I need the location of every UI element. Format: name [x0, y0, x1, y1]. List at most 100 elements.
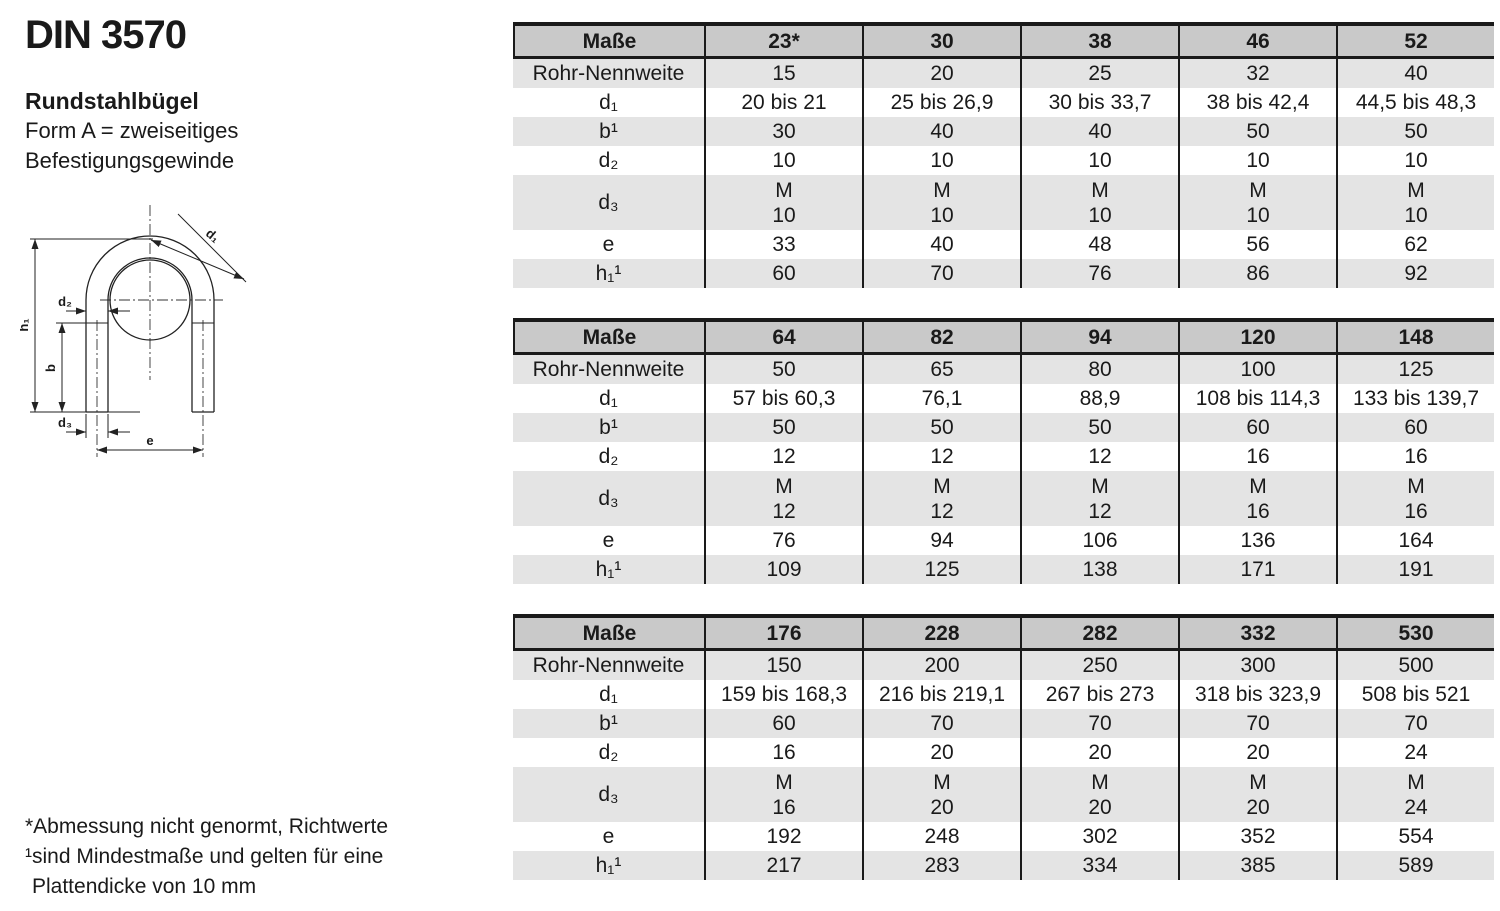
dimension-table-3: Maße 176 228 282 332 530 Rohr-Nennweite 150 200 2… — [513, 614, 1494, 880]
cell: 589 — [1336, 851, 1494, 880]
cell: 70 — [1336, 709, 1494, 738]
cell: 100 — [1178, 355, 1336, 384]
cell: 133 bis 139,7 — [1336, 384, 1494, 413]
footnote-block: *Abmessung nicht genormt, Richtwerte ¹si… — [25, 812, 388, 902]
cell: 40 — [1336, 59, 1494, 88]
table-row: d₃ M 12 M 12 M 12 M 16 M 16 — [513, 471, 1494, 526]
h1-label: h₁ — [20, 318, 31, 331]
cell: 65 — [862, 355, 1020, 384]
column-header-size: 228 — [862, 618, 1020, 648]
cell: 12 — [1020, 442, 1178, 471]
cell: 216 bis 219,1 — [862, 680, 1020, 709]
cell: 150 — [704, 651, 862, 680]
cell: M 10 — [1020, 175, 1178, 230]
cell: 12 — [862, 442, 1020, 471]
row-label: d₁ — [599, 683, 618, 706]
row-label: Rohr-Nennweite — [532, 654, 685, 677]
cell: 554 — [1336, 822, 1494, 851]
cell: M 10 — [1178, 175, 1336, 230]
cell: 88,9 — [1020, 384, 1178, 413]
cell: 12 — [704, 442, 862, 471]
cell: 334 — [1020, 851, 1178, 880]
cell: 352 — [1178, 822, 1336, 851]
cell: 20 — [1020, 738, 1178, 767]
table-row: b¹ 60 70 70 70 70 — [513, 709, 1494, 738]
cell: 108 bis 114,3 — [1178, 384, 1336, 413]
cell: 10 — [1020, 146, 1178, 175]
cell: 106 — [1020, 526, 1178, 555]
cell: 86 — [1178, 259, 1336, 288]
cell: 92 — [1336, 259, 1494, 288]
cell: 250 — [1020, 651, 1178, 680]
cell: M 10 — [862, 175, 1020, 230]
table-row: d₁ 20 bis 21 25 bis 26,9 30 bis 33,7 38 bis … — [513, 88, 1494, 117]
cell: 318 bis 323,9 — [1178, 680, 1336, 709]
cell: 60 — [704, 259, 862, 288]
cell: 24 — [1336, 738, 1494, 767]
row-label: d₃ — [598, 783, 619, 806]
column-header-size: 176 — [704, 618, 862, 648]
table-row: b¹ 30 40 40 50 50 — [513, 117, 1494, 146]
column-header-size: 148 — [1336, 322, 1494, 352]
cell: 10 — [1178, 146, 1336, 175]
cell: 32 — [1178, 59, 1336, 88]
dimension-table-1: Maße 23* 30 38 46 52 Rohr-Nennweite 15 20 25 32 40 d… — [513, 22, 1494, 288]
cell: M 12 — [704, 471, 862, 526]
cell: 62 — [1336, 230, 1494, 259]
cell: 10 — [1336, 146, 1494, 175]
row-label: b¹ — [599, 416, 618, 439]
cell: 508 bis 521 — [1336, 680, 1494, 709]
b-label: b — [43, 364, 58, 372]
d3-label: d₃ — [58, 415, 72, 430]
cell: 30 bis 33,7 — [1020, 88, 1178, 117]
d1-extension-line — [177, 213, 247, 283]
title-block: DIN 3570 Rundstahlbügel Form A = zweisei… — [25, 12, 238, 176]
table-row: d₃ M 10 M 10 M 10 M 10 M 10 — [513, 175, 1494, 230]
cell: M 20 — [1178, 767, 1336, 822]
technical-drawing: h₁ b d₂ d₃ e d₁ — [20, 205, 247, 457]
form-line-1: Form A = zweiseitiges — [25, 118, 239, 143]
cell: 302 — [1020, 822, 1178, 851]
table-row: d₂ 16 20 20 20 24 — [513, 738, 1494, 767]
cell: 57 bis 60,3 — [704, 384, 862, 413]
cell: 217 — [704, 851, 862, 880]
column-header-size: 282 — [1020, 618, 1178, 648]
cell: 56 — [1178, 230, 1336, 259]
table-row: Rohr-Nennweite 15 20 25 32 40 — [513, 59, 1494, 88]
d2-label: d₂ — [58, 294, 72, 309]
column-header-size: 38 — [1020, 26, 1178, 56]
cell: M 20 — [862, 767, 1020, 822]
cell: 60 — [1178, 413, 1336, 442]
footnote-line: Plattendicke von 10 mm — [32, 875, 257, 898]
cell: 16 — [1336, 442, 1494, 471]
footnote-line: ¹sind Mindestmaße und gelten für eine — [25, 845, 384, 868]
column-header-size: 30 — [862, 26, 1020, 56]
table-row: e 33 40 48 56 62 — [513, 230, 1494, 259]
pipe-circle — [109, 259, 191, 341]
cell: 38 bis 42,4 — [1178, 88, 1336, 117]
cell: 159 bis 168,3 — [704, 680, 862, 709]
column-header-size: 52 — [1336, 26, 1494, 56]
column-header-size: 82 — [862, 322, 1020, 352]
e-label: e — [146, 433, 153, 448]
table-row: Rohr-Nennweite 50 65 80 100 125 — [513, 355, 1494, 384]
cell: M 24 — [1336, 767, 1494, 822]
table-row: d₂ 12 12 12 16 16 — [513, 442, 1494, 471]
row-label: h₁¹ — [595, 854, 622, 877]
table-row: h₁¹ 217 283 334 385 589 — [513, 851, 1494, 880]
table-row: e 192 248 302 352 554 — [513, 822, 1494, 851]
cell: 48 — [1020, 230, 1178, 259]
row-label: Rohr-Nennweite — [532, 62, 685, 85]
column-header-size: 46 — [1178, 26, 1336, 56]
cell: 76 — [1020, 259, 1178, 288]
footnote-line: *Abmessung nicht genormt, Richtwerte — [25, 815, 388, 838]
table-row: Rohr-Nennweite 150 200 250 300 500 — [513, 651, 1494, 680]
row-label: d₃ — [598, 487, 619, 510]
cell: M 16 — [704, 767, 862, 822]
ubolt-inner-contour — [107, 257, 193, 412]
column-header-size: 530 — [1336, 618, 1494, 648]
cell: 164 — [1336, 526, 1494, 555]
cell: 20 — [1178, 738, 1336, 767]
cell: 500 — [1336, 651, 1494, 680]
